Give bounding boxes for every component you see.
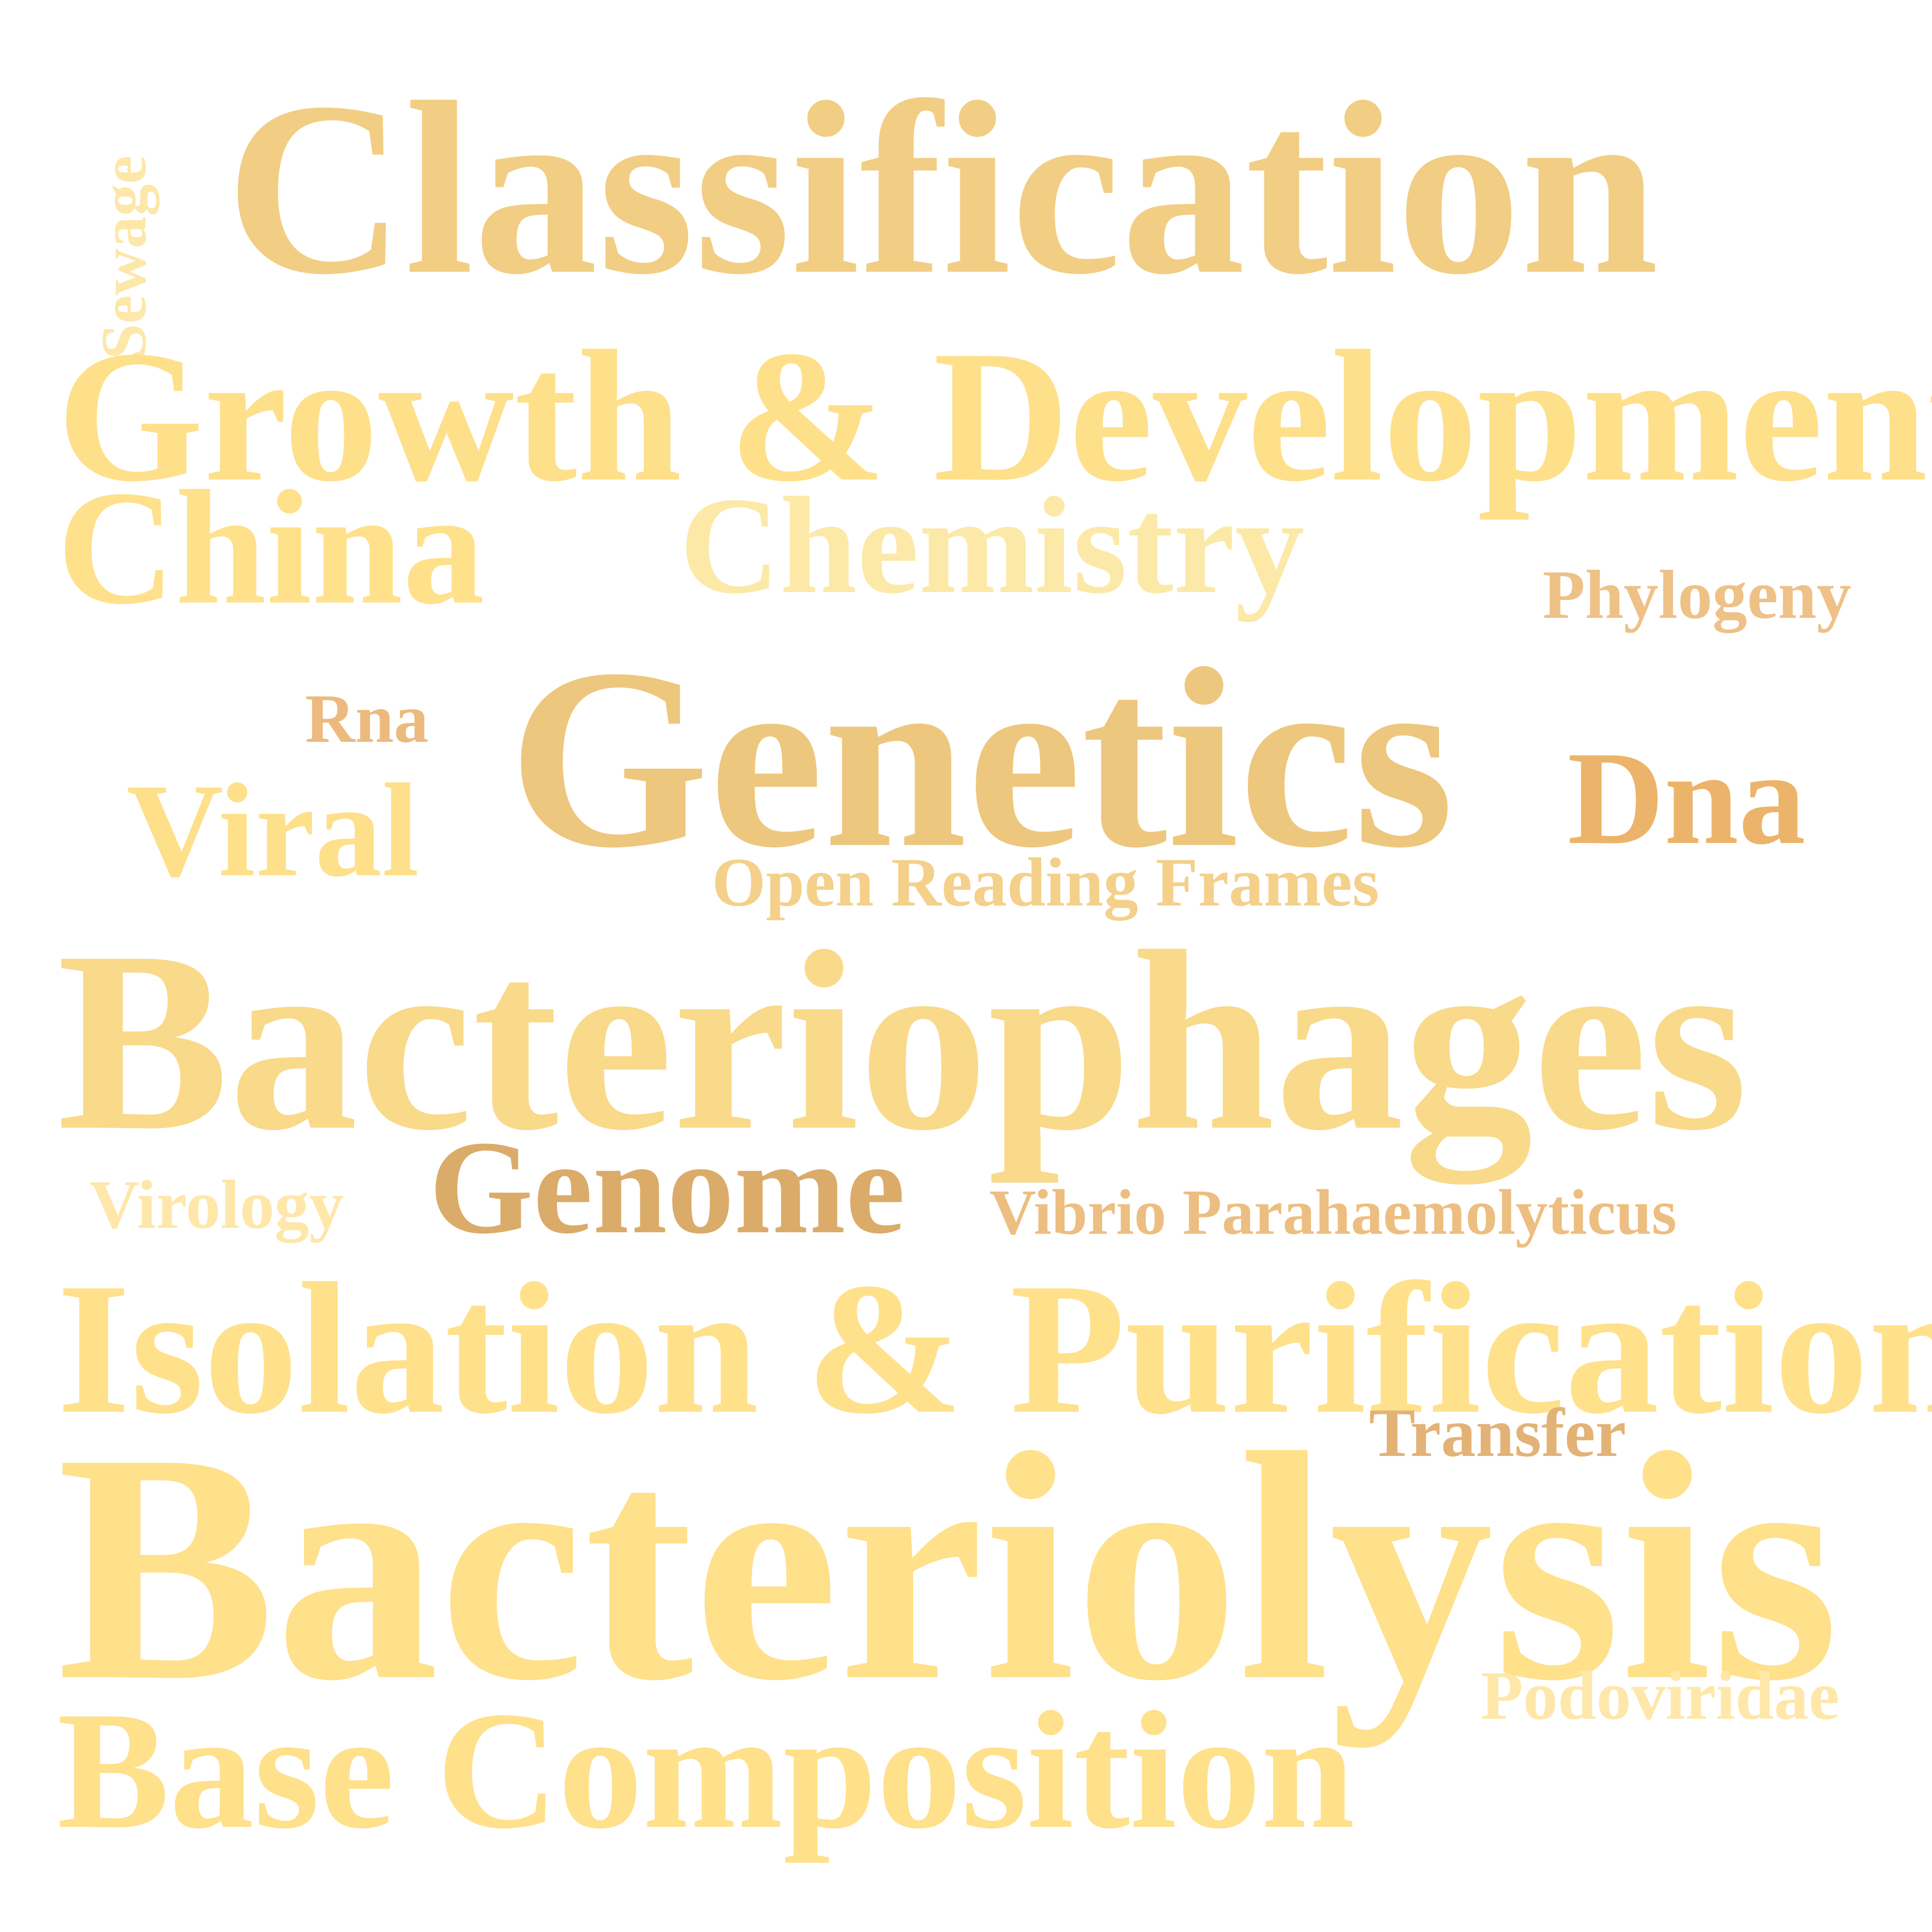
word-growth-development: Growth & Development [57,312,1932,521]
word-base-composition: Base Composition [57,1677,1355,1864]
word-chemistry: Chemistry [680,468,1305,622]
word-vibrio-parahaemolyticus: Vibrio Parahaemolyticus [990,1177,1677,1248]
word-rna: Rna [305,680,429,757]
word-genome: Genome [429,1113,905,1262]
word-dna: Dna [1567,724,1806,872]
word-open-reading-frames: Open Reading Frames [712,844,1379,921]
word-genetics: Genetics [508,616,1454,901]
word-podoviridae: Podoviridae [1481,1657,1840,1734]
word-virology: Virology [89,1166,344,1243]
word-transfer: Transfer [1369,1394,1626,1471]
word-classification: Classification [226,51,1659,326]
word-isolation-purification: Isolation & Purification [57,1244,1932,1453]
word-bacteriophages: Bacteriophages [57,899,1748,1184]
word-viral: Viral [126,756,419,905]
word-bacteriolysis: Bacteriolysis [57,1386,1839,1748]
word-phylogeny: Phylogeny [1543,556,1852,633]
word-china: China [57,457,485,638]
